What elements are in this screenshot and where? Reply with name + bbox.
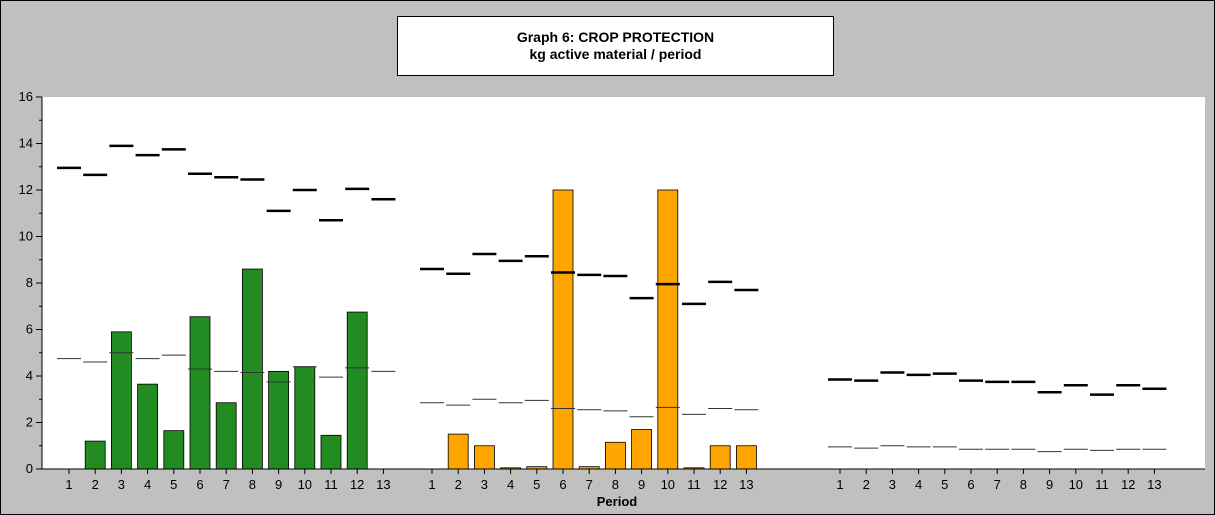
bar [346, 311, 368, 470]
x-tick-label: 7 [223, 477, 230, 492]
x-tick-label: 11 [687, 477, 701, 492]
chart-subtitle: kg active material / period [529, 46, 702, 62]
x-tick-label: 7 [994, 477, 1001, 492]
x-tick-label: 4 [915, 477, 922, 492]
x-tick-label: 9 [1046, 477, 1053, 492]
x-tick-label: 12 [350, 477, 364, 492]
y-tick-label: 14 [19, 136, 33, 151]
x-tick-label: 4 [144, 477, 151, 492]
chart-title-box: Graph 6: CROP PROTECTION kg active mater… [397, 16, 834, 76]
x-tick-label: 12 [713, 477, 727, 492]
y-tick-label: 16 [19, 89, 33, 104]
bar [657, 189, 679, 470]
x-tick-label: 9 [638, 477, 645, 492]
y-tick-label: 4 [26, 368, 33, 383]
x-tick-label: 3 [889, 477, 896, 492]
bar [552, 189, 574, 470]
x-axis: 1 2 3 4 5 6 7 8 9 10 11 12 13 1 2 3 4 5 6 7 8 9 10 11 12 13 1 2 3 4 5 6… [42, 468, 1205, 492]
bar [294, 366, 316, 470]
bar [241, 268, 263, 470]
bar [473, 445, 495, 470]
chart-title: Graph 6: CROP PROTECTION [516, 29, 715, 45]
x-tick-label: 4 [507, 477, 514, 492]
bar [736, 445, 757, 470]
x-tick-label: 1 [65, 477, 72, 492]
bar [320, 434, 342, 470]
bar [215, 402, 237, 470]
bar [189, 316, 211, 470]
x-tick-label: 8 [249, 477, 256, 492]
x-tick-label: 10 [661, 477, 675, 492]
x-tick-label: 13 [739, 477, 753, 492]
x-tick-label: 12 [1121, 477, 1135, 492]
x-tick-label: 5 [533, 477, 540, 492]
x-tick-label: 1 [428, 477, 435, 492]
x-tick-label: 8 [612, 477, 619, 492]
x-tick-label: 2 [455, 477, 462, 492]
x-tick-label: 3 [481, 477, 488, 492]
bar [605, 441, 626, 470]
x-tick-label: 6 [196, 477, 203, 492]
reference-marks [57, 144, 1167, 453]
x-tick-label: 2 [92, 477, 99, 492]
x-tick-label: 2 [863, 477, 870, 492]
y-tick-label: 6 [26, 322, 33, 337]
x-tick-label: 13 [376, 477, 390, 492]
y-tick-label: 12 [19, 182, 33, 197]
y-tick-label: 8 [26, 275, 33, 290]
bars [84, 189, 757, 470]
x-tick-label: 10 [1069, 477, 1083, 492]
bar [709, 445, 731, 470]
x-tick-label: 8 [1020, 477, 1027, 492]
x-tick-label: 11 [1095, 477, 1109, 492]
y-tick-label: 10 [19, 229, 33, 244]
x-tick-label: 6 [559, 477, 566, 492]
x-tick-label: 1 [836, 477, 843, 492]
x-tick-label: 7 [586, 477, 593, 492]
bar [84, 440, 106, 470]
x-tick-label: 9 [275, 477, 282, 492]
x-tick-label: 10 [298, 477, 312, 492]
x-tick-label: 11 [324, 477, 338, 492]
x-tick-label: 13 [1147, 477, 1161, 492]
bar [268, 370, 290, 470]
x-axis-label: Period [597, 494, 638, 509]
bar [163, 430, 185, 470]
y-axis: 0 2 4 6 8 10 12 14 16 [19, 89, 43, 476]
y-tick-label: 2 [26, 415, 33, 430]
bar [631, 429, 652, 470]
bar [447, 433, 469, 470]
y-tick-label: 0 [26, 461, 33, 476]
bar [137, 383, 159, 470]
x-tick-label: 5 [941, 477, 948, 492]
x-tick-label: 3 [118, 477, 125, 492]
x-tick-label: 6 [967, 477, 974, 492]
x-tick-label: 5 [170, 477, 177, 492]
